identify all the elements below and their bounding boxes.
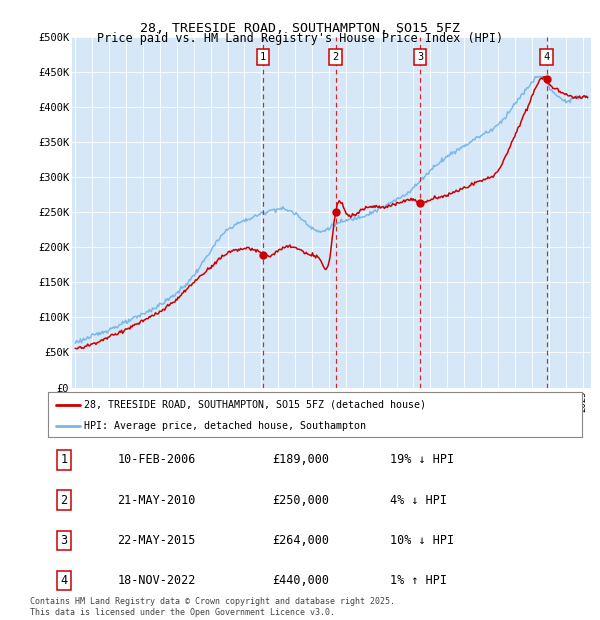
Text: 21-MAY-2010: 21-MAY-2010 <box>118 494 196 507</box>
Text: £440,000: £440,000 <box>272 574 329 587</box>
Text: 10% ↓ HPI: 10% ↓ HPI <box>390 534 454 547</box>
Text: 3: 3 <box>417 52 423 62</box>
Text: 18-NOV-2022: 18-NOV-2022 <box>118 574 196 587</box>
Text: HPI: Average price, detached house, Southampton: HPI: Average price, detached house, Sout… <box>85 421 367 431</box>
Text: 1: 1 <box>260 52 266 62</box>
Text: 28, TREESIDE ROAD, SOUTHAMPTON, SO15 5FZ (detached house): 28, TREESIDE ROAD, SOUTHAMPTON, SO15 5FZ… <box>85 399 427 410</box>
Text: Contains HM Land Registry data © Crown copyright and database right 2025.
This d: Contains HM Land Registry data © Crown c… <box>30 598 395 617</box>
Text: £250,000: £250,000 <box>272 494 329 507</box>
Text: £264,000: £264,000 <box>272 534 329 547</box>
Text: 1% ↑ HPI: 1% ↑ HPI <box>390 574 447 587</box>
Text: Price paid vs. HM Land Registry's House Price Index (HPI): Price paid vs. HM Land Registry's House … <box>97 32 503 45</box>
Text: 4: 4 <box>61 574 68 587</box>
Text: 4: 4 <box>544 52 550 62</box>
Text: 2: 2 <box>61 494 68 507</box>
Text: 4% ↓ HPI: 4% ↓ HPI <box>390 494 447 507</box>
Text: 2: 2 <box>332 52 338 62</box>
Text: 19% ↓ HPI: 19% ↓ HPI <box>390 453 454 466</box>
Text: 10-FEB-2006: 10-FEB-2006 <box>118 453 196 466</box>
Text: 1: 1 <box>61 453 68 466</box>
Text: 28, TREESIDE ROAD, SOUTHAMPTON, SO15 5FZ: 28, TREESIDE ROAD, SOUTHAMPTON, SO15 5FZ <box>140 22 460 35</box>
Text: 3: 3 <box>61 534 68 547</box>
Text: 22-MAY-2015: 22-MAY-2015 <box>118 534 196 547</box>
Text: £189,000: £189,000 <box>272 453 329 466</box>
